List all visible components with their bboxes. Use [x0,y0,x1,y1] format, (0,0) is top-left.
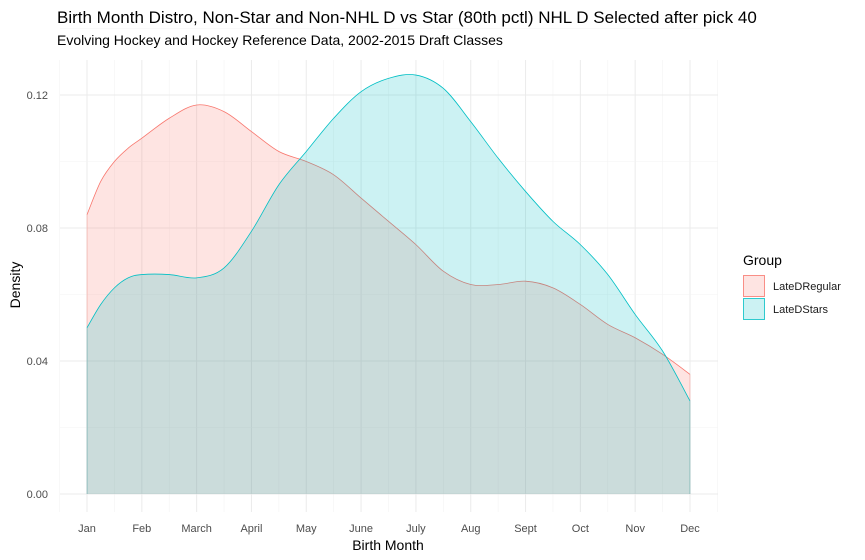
x-tick-label: Sept [514,523,537,535]
x-tick-label: Aug [461,523,481,535]
x-tick-label: Feb [132,523,151,535]
y-tick-label: 0.04 [27,356,48,368]
y-tick-label: 0.00 [27,489,48,501]
legend-title: Group [743,252,782,268]
x-tick-label: July [406,523,426,535]
x-tick-label: Jan [78,523,96,535]
legend-label-latedstars: LateDStars [773,304,829,316]
x-tick-label: Dec [680,523,700,535]
legend-key-latedstars [743,298,765,320]
x-tick-label: May [296,523,317,535]
y-axis-title: Density [7,262,23,309]
density-line-latedregular [86,104,691,375]
density-line-latedstars [86,74,691,402]
legend-label-latedregular: LateDRegular [773,281,841,293]
x-tick-label: June [349,523,373,535]
legend: Group LateDRegular LateDStars [743,252,841,320]
density-area-latedstars [87,74,690,494]
x-axis: Jan Feb March April May June July Aug Sept Oct Nov… [78,523,700,535]
y-tick-label: 0.08 [27,223,48,235]
x-axis-title: Birth Month [352,537,424,553]
x-tick-label: March [181,523,212,535]
chart-title: Birth Month Distro, Non-Star and Non-NHL… [57,8,757,27]
y-tick-label: 0.12 [27,90,48,102]
density-area-latedregular [87,104,690,494]
chart-subtitle: Evolving Hockey and Hockey Reference Dat… [57,32,503,48]
y-axis: 0.00 0.04 0.08 0.12 [27,90,48,501]
x-tick-label: Oct [572,523,589,535]
legend-key-latedregular [743,275,765,297]
legend-key-bg-latedstars [743,298,765,320]
x-tick-label: April [240,523,262,535]
x-tick-label: Nov [625,523,645,535]
density-areas [86,74,691,494]
legend-key-bg-latedregular [743,275,765,297]
